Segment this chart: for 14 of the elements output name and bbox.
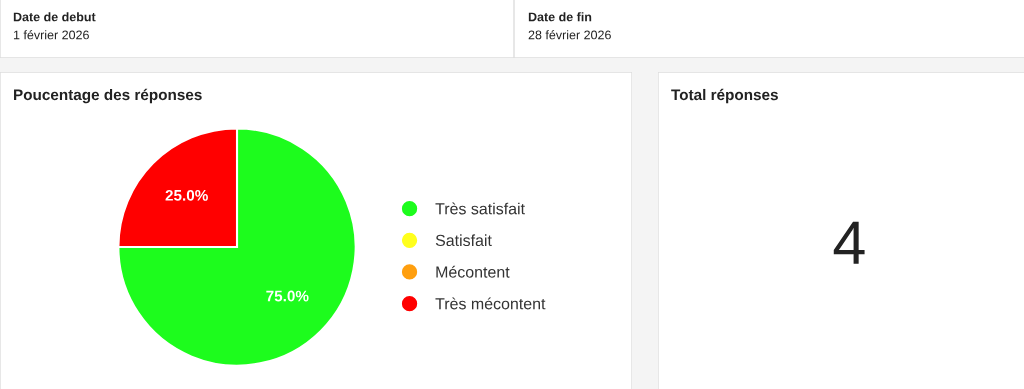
data-label: 75.0% [266,290,309,302]
legend-label: Très satisfait [435,202,525,215]
pie-slice [117,127,357,367]
text: 4 [833,221,865,264]
text: 1 février 2026 [13,30,89,40]
legend-label: Satisfait [435,234,492,247]
data-label: 25.0% [165,189,208,201]
text: 28 février 2026 [528,30,611,40]
text: Total réponses [671,88,778,104]
chart-title: Poucentage des réponses [14,88,202,104]
text: Date de fin [528,12,592,22]
text: Date de debut [13,12,96,22]
legend-label: Mécontent [436,265,510,278]
legend-label: Très mécontent [435,297,546,310]
